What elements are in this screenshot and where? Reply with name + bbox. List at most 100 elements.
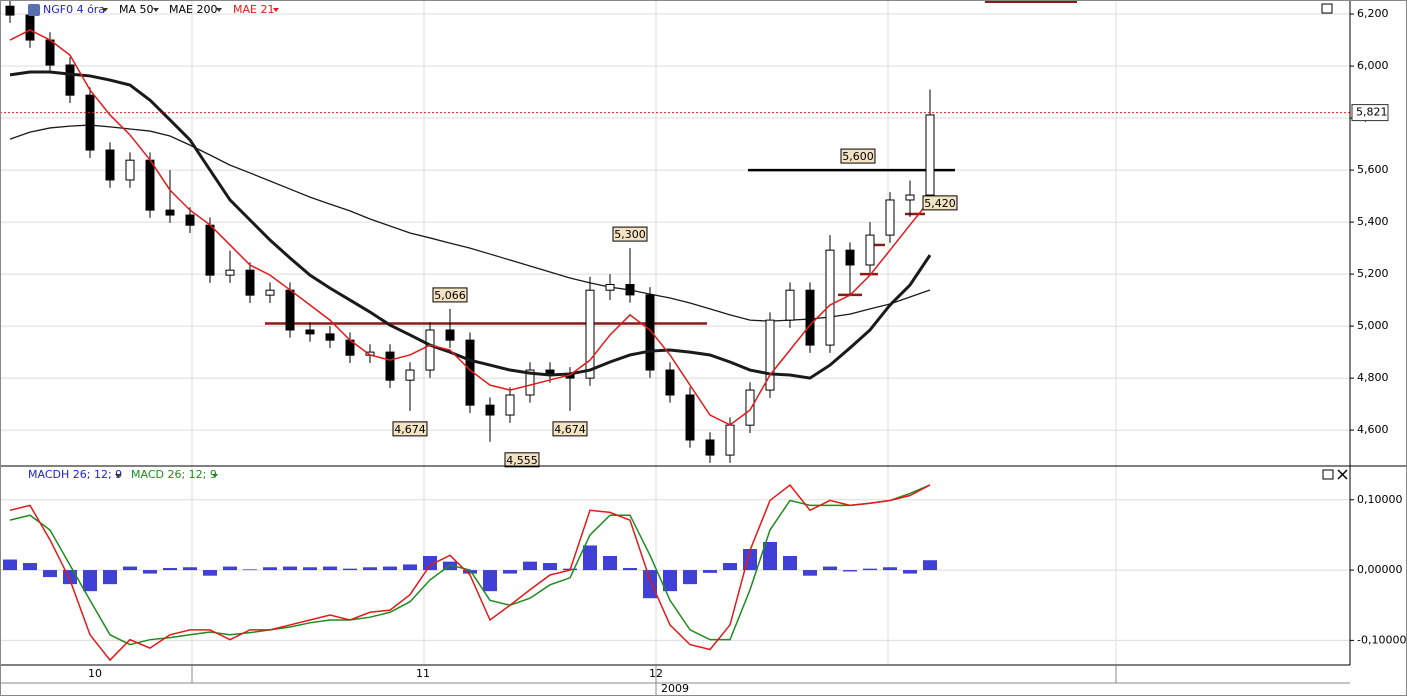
histogram-bar [183, 567, 197, 571]
legend-entry[interactable]: MACDH 26; 12; 9 [28, 468, 122, 481]
y-tick-label: 0,10000 [1357, 493, 1403, 506]
legend-entry[interactable]: MACD 26; 12; 9 [131, 468, 217, 481]
last-price-label: 5,821 [1356, 106, 1388, 119]
candle-body [285, 289, 295, 331]
candle-body [845, 249, 855, 266]
histogram-bar [643, 570, 657, 599]
histogram-bar [283, 566, 297, 571]
annotation-label: 5,420 [924, 197, 956, 210]
candle-body [865, 234, 875, 266]
histogram-bar [843, 570, 857, 572]
dropdown-arrows [102, 8, 279, 478]
legend-entry[interactable]: MAE 21 [233, 3, 274, 16]
annotation-box [504, 452, 540, 468]
line [9, 124, 931, 322]
candle-body [25, 14, 35, 41]
candle-body [745, 389, 755, 426]
candle-body [185, 214, 195, 226]
candle-body [705, 439, 715, 456]
histogram-bar [323, 566, 337, 571]
histogram-bar [583, 545, 597, 571]
histogram-bar [123, 566, 137, 571]
candle-body [525, 369, 535, 396]
histogram-bar [383, 566, 397, 571]
histogram-bar [923, 560, 937, 571]
y-tick-label: 5,200 [1357, 267, 1389, 280]
candle-body [445, 329, 455, 341]
y-tick-label: 5,000 [1357, 319, 1389, 332]
maximize-button[interactable] [1322, 469, 1334, 480]
histogram-bar [143, 570, 157, 574]
histogram-bar [403, 564, 417, 571]
candle-body [425, 329, 435, 371]
histogram-bar [883, 567, 897, 571]
histogram-bar [903, 570, 917, 574]
last-price-box [1351, 104, 1389, 122]
candle-body [585, 289, 595, 379]
candle-body [65, 64, 75, 96]
candle-body [225, 269, 235, 276]
candle-body [165, 209, 175, 216]
histogram-bar [763, 541, 777, 571]
candle-body [625, 283, 635, 296]
candle-body [905, 194, 915, 201]
vertical-grid [191, 0, 1117, 665]
candle-body [605, 283, 615, 291]
annotation-box [840, 148, 876, 164]
close-button[interactable] [1337, 469, 1348, 480]
annotation-label: 5,066 [434, 289, 466, 302]
candle-body [665, 369, 675, 396]
annotation-label: 5,300 [614, 228, 646, 241]
marker [985, 0, 1077, 3]
histogram-bar [263, 567, 277, 571]
histogram-bar [483, 570, 497, 592]
candle-body [405, 369, 415, 381]
candle-body [105, 149, 115, 181]
legend-entry[interactable]: MAE 200 [169, 3, 217, 16]
annotation-label: 4,674 [394, 423, 426, 436]
year-label: 2009 [661, 682, 689, 695]
candle-body [805, 289, 815, 346]
candle-body [685, 394, 695, 441]
candle-body [45, 39, 55, 66]
candle-body [205, 224, 215, 276]
histogram-bar [623, 567, 637, 571]
legend-entry[interactable]: MA 50 [119, 3, 154, 16]
candle-body [305, 329, 315, 335]
candle-body [645, 294, 655, 371]
candle-body [245, 269, 255, 296]
histogram-bar [23, 563, 37, 571]
candle-body [785, 289, 795, 321]
annotation-label: 5,600 [842, 150, 874, 163]
annotation-box [552, 421, 588, 437]
candle-body [85, 94, 95, 151]
candle-body [5, 5, 15, 16]
histogram-bar [83, 570, 97, 592]
histogram-bar [783, 556, 797, 571]
histogram-bar [423, 556, 437, 571]
line [9, 70, 932, 380]
candle-body [925, 114, 935, 196]
line [9, 484, 931, 646]
candle-body [765, 319, 775, 391]
histogram-bar [463, 570, 477, 574]
histogram-bar [663, 570, 677, 592]
histogram-bar [723, 563, 737, 571]
maximize-button[interactable] [1321, 3, 1333, 14]
x-tick-label: 11 [416, 667, 430, 680]
x-tick-label: 10 [88, 667, 102, 680]
histogram-bar [203, 570, 217, 576]
histogram-bar [3, 559, 17, 571]
candle-body [145, 159, 155, 211]
histogram-bar [683, 570, 697, 585]
histogram-bar [43, 570, 57, 578]
candle-body [325, 333, 335, 341]
symbol-icon[interactable] [28, 4, 40, 16]
histogram-bar [523, 561, 537, 571]
line [9, 483, 931, 662]
symbol[interactable]: NGF0 4 óra [43, 3, 105, 16]
histogram-bar [823, 566, 837, 571]
